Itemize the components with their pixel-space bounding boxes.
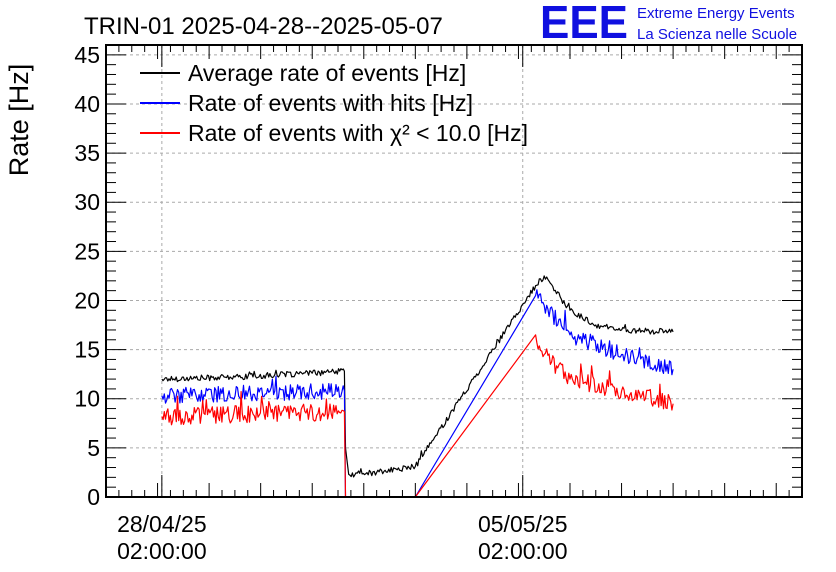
legend-label: Rate of events with hits [Hz]: [188, 90, 473, 116]
y-tick-label: 20: [74, 287, 100, 313]
x-tick-label-time: 02:00:00: [117, 538, 207, 564]
grid-lines: [106, 45, 802, 497]
y-tick-label: 5: [87, 435, 100, 461]
chart-title: TRIN-01 2025-04-28--2025-05-07: [84, 13, 443, 40]
series-line: [161, 289, 674, 498]
logo-line-1: Extreme Energy Events: [637, 5, 795, 22]
y-tick-label: 25: [74, 238, 100, 264]
series-line: [161, 275, 674, 478]
logo-line-2: La Scienza nelle Scuole: [637, 26, 797, 43]
eee-logo: EEE Extreme Energy Events La Scienza nel…: [540, 0, 797, 48]
legend-label: Rate of events with χ² < 10.0 [Hz]: [188, 120, 528, 146]
series-layer: [161, 275, 674, 498]
y-tick-label: 30: [74, 189, 100, 215]
y-tick-label: 0: [87, 484, 100, 510]
axes: 05101520253035404528/04/2502:00:0005/05/…: [74, 42, 802, 564]
y-tick-label: 15: [74, 337, 100, 363]
x-tick-label-date: 05/05/25: [478, 511, 568, 537]
x-tick-label-time: 02:00:00: [478, 538, 568, 564]
y-tick-label: 35: [74, 140, 100, 166]
legend: Average rate of events [Hz] Rate of event…: [140, 60, 528, 146]
legend-label: Average rate of events [Hz]: [188, 60, 466, 86]
series-line: [161, 334, 674, 498]
x-tick-label-date: 28/04/25: [117, 511, 207, 537]
y-tick-label: 10: [74, 386, 100, 412]
logo-mark: EEE: [540, 0, 628, 48]
y-tick-label: 45: [74, 42, 100, 68]
y-axis-label: Rate [Hz]: [4, 64, 34, 177]
y-tick-label: 40: [74, 91, 100, 117]
